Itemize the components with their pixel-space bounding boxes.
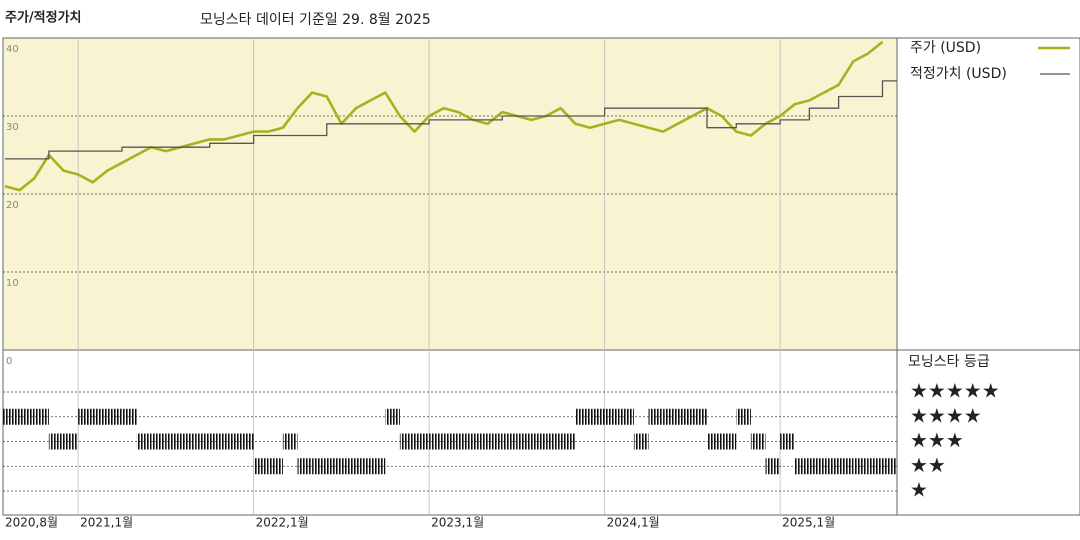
y-tick-label: 30 — [6, 122, 19, 133]
x-tick-label: 2025,1월 — [782, 516, 835, 530]
rating-bar — [590, 408, 605, 425]
legend-label: 적정가치 (USD) — [910, 66, 1007, 82]
rating-bar — [48, 433, 64, 450]
rating-bar — [34, 408, 49, 425]
rating-bar — [224, 433, 239, 450]
rating-bar — [619, 408, 634, 425]
rating-bar — [809, 458, 824, 475]
rating-bar — [282, 433, 298, 450]
rating-bar — [575, 408, 590, 425]
rating-bar — [458, 433, 473, 450]
frame — [2, 37, 1080, 516]
rating-bar — [297, 458, 313, 475]
rating-bar — [429, 433, 444, 450]
rating-bar — [326, 458, 342, 475]
rating-bar — [853, 458, 868, 475]
y-tick-label: 20 — [6, 200, 19, 211]
rating-bar — [399, 433, 415, 450]
rating-bar — [677, 408, 693, 425]
rating-bar — [63, 433, 79, 450]
y-tick-label: 40 — [6, 44, 19, 55]
rating-bar — [721, 433, 737, 450]
rating-bar — [78, 408, 93, 425]
rating-bar — [867, 458, 883, 475]
legend-label: 주가 (USD) — [910, 40, 981, 56]
rating-bar — [151, 433, 166, 450]
rating-label: ★★ — [910, 453, 946, 477]
rating-label: ★★★★★ — [910, 379, 1000, 403]
rating-bar — [385, 408, 400, 425]
rating-title: 모닝스타 등급 — [908, 354, 990, 370]
rating-bar — [633, 433, 649, 450]
x-tick-label: 2023,1월 — [431, 516, 484, 530]
rating-bar — [356, 458, 371, 475]
rating-bar — [838, 458, 854, 475]
rating-bar — [180, 433, 196, 450]
rating-bar — [195, 433, 210, 450]
rating-bar — [780, 433, 795, 450]
rating-bar — [546, 433, 561, 450]
rating-bar — [473, 433, 488, 450]
rating-bar — [707, 433, 722, 450]
rating-bar — [824, 458, 839, 475]
rating-bar — [692, 408, 707, 425]
rating-bar — [165, 433, 181, 450]
x-tick-label: 2024,1월 — [607, 516, 660, 530]
rating-bar — [19, 408, 35, 425]
rating-bar — [794, 458, 810, 475]
x-tick-label: 2022,1월 — [256, 516, 309, 530]
rating-label: ★★★ — [910, 428, 964, 452]
y-tick-label: 10 — [6, 278, 19, 289]
series-line — [5, 80, 897, 160]
rating-label: ★ — [910, 478, 928, 502]
rating-bar — [268, 458, 283, 475]
chart-title: 주가/적정가치 — [5, 10, 82, 26]
rating-bar — [239, 433, 254, 450]
rating-bar — [750, 433, 766, 450]
rating-bar — [531, 433, 547, 450]
x-tick-label: 2021,1월 — [80, 516, 133, 530]
rating-bar — [765, 458, 781, 475]
rating-bar — [3, 408, 20, 425]
rating-bar — [341, 458, 356, 475]
rating-label: ★★★★ — [910, 403, 982, 427]
rating-bar — [370, 458, 386, 475]
rating-bar — [122, 408, 137, 425]
rating-bar — [414, 433, 430, 450]
plot-area — [3, 38, 897, 350]
rating-bar — [502, 433, 517, 450]
rating-bar — [516, 433, 532, 450]
rating-bar — [312, 458, 327, 475]
rating-bar — [107, 408, 122, 425]
rating-bar — [443, 433, 459, 450]
y-tick-label: 0 — [6, 356, 12, 367]
rating-bar — [648, 408, 664, 425]
rating-bar — [136, 433, 152, 450]
x-tick-label: 2020,8월 — [5, 516, 58, 530]
rating-bar — [92, 408, 108, 425]
rating-bar — [487, 433, 503, 450]
rating-bar — [560, 433, 576, 450]
rating-bar — [253, 458, 269, 475]
rating-bar — [209, 433, 225, 450]
chart-subtitle: 모닝스타 데이터 기준일 29. 8월 2025 — [200, 12, 431, 28]
rating-bar — [604, 408, 620, 425]
rating-bar — [736, 408, 751, 425]
rating-bar — [663, 408, 678, 425]
rating-bar — [882, 458, 897, 475]
